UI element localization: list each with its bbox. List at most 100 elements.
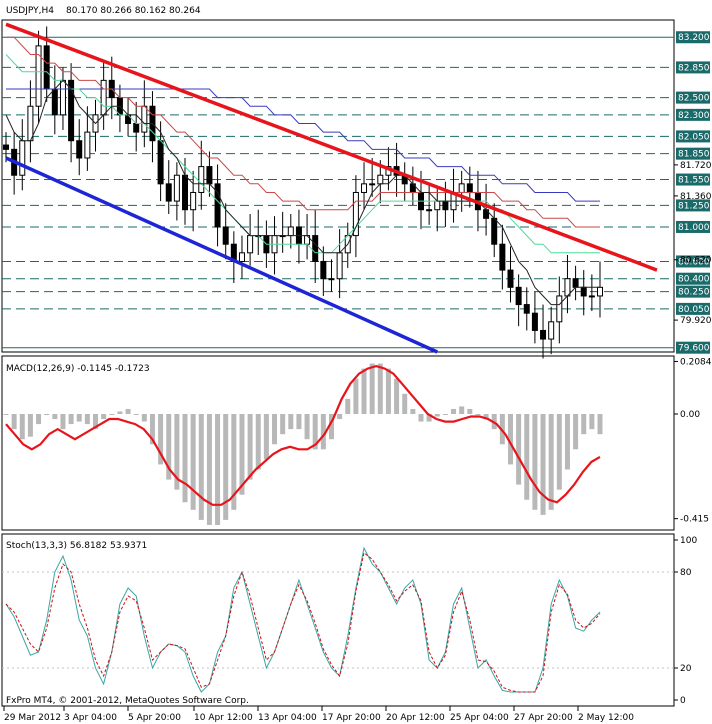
stoch-panel[interactable] [5, 546, 601, 693]
candle-body[interactable] [238, 252, 245, 262]
candle-body[interactable] [222, 226, 229, 245]
candle-body[interactable] [247, 235, 254, 254]
macd-histogram-bar [76, 414, 82, 422]
candle-body[interactable] [499, 243, 506, 271]
candle-body[interactable] [556, 295, 563, 323]
candle-body[interactable] [206, 166, 213, 185]
macd-histogram-bar [215, 414, 221, 525]
candle-body[interactable] [3, 144, 9, 150]
macd-histogram-bar [459, 406, 465, 414]
candle-body[interactable] [491, 217, 498, 245]
candle-body[interactable] [100, 79, 107, 116]
candle-body[interactable] [320, 260, 327, 280]
candle-body[interactable] [173, 174, 180, 202]
price-level-box [676, 91, 710, 104]
candle-body[interactable] [59, 79, 66, 116]
price-level-label: 81.550 [678, 176, 710, 186]
price-level-label: 83.200 [678, 33, 710, 43]
price-panel[interactable] [3, 22, 658, 359]
macd-tick-label: 0.2084 [680, 357, 712, 367]
candle-body[interactable] [19, 140, 26, 176]
macd-histogram-bar [402, 393, 408, 414]
candle-body[interactable] [133, 122, 140, 133]
candle-body[interactable] [548, 321, 555, 340]
price-tick-label: 81.360 [680, 192, 712, 202]
macd-histogram-bar [288, 414, 294, 430]
macd-histogram-bar [158, 414, 164, 465]
price-level-label: 81.250 [678, 201, 710, 211]
candle-body[interactable] [377, 174, 384, 185]
candle-body[interactable] [531, 312, 538, 331]
candle-body[interactable] [564, 278, 571, 297]
macd-histogram-bar [304, 414, 310, 440]
candle-body[interactable] [369, 183, 376, 186]
candle-body[interactable] [287, 226, 294, 237]
macd-panel[interactable] [3, 363, 603, 525]
candle-body[interactable] [523, 304, 530, 314]
macd-histogram-bar [109, 414, 115, 415]
candle-body[interactable] [597, 286, 603, 297]
candle-body[interactable] [580, 286, 587, 297]
macd-histogram-bar [190, 414, 196, 510]
price-tick-label: 80.620 [680, 256, 712, 266]
stoch-signal-line [5, 551, 601, 693]
x-tick-label: 3 Apr 04:00 [64, 713, 117, 723]
candle-body[interactable] [51, 88, 58, 116]
macd-histogram-bar [133, 414, 139, 415]
candle-body[interactable] [141, 105, 148, 133]
candle-body[interactable] [312, 235, 319, 262]
candle-body[interactable] [214, 183, 221, 228]
candle-body[interactable] [352, 191, 359, 237]
ma-mid-line [6, 36, 600, 228]
price-frame [1, 19, 675, 353]
candle-body[interactable] [68, 79, 75, 142]
stoch-tick-label: 0 [680, 696, 686, 706]
macd-histogram-bar [540, 414, 546, 515]
candle-body[interactable] [35, 45, 42, 107]
candle-body[interactable] [165, 183, 172, 202]
macd-histogram-bar [27, 414, 33, 437]
stoch-frame [1, 533, 675, 707]
candle-body[interactable] [426, 209, 433, 212]
macd-histogram-bar [475, 414, 481, 415]
candle-body[interactable] [434, 200, 441, 211]
candle-body[interactable] [27, 105, 34, 142]
candle-body[interactable] [515, 286, 522, 306]
candle-body[interactable] [588, 295, 595, 298]
macd-signal-line [5, 364, 601, 506]
candle-body[interactable] [336, 252, 343, 280]
macd-histogram-bar [231, 414, 237, 510]
candle-body[interactable] [182, 174, 189, 211]
candle-body[interactable] [540, 329, 547, 340]
candle-body[interactable] [76, 140, 83, 159]
macd-histogram-bar [11, 414, 17, 430]
candle-body[interactable] [458, 183, 465, 193]
resistance-trendline[interactable] [5, 22, 658, 272]
stoch-tick-label: 100 [680, 536, 697, 546]
candle-body[interactable] [198, 166, 205, 193]
macd-histogram-bar [337, 414, 343, 420]
macd-histogram-bar [320, 414, 326, 450]
candle-body[interactable] [328, 278, 335, 281]
candle-body[interactable] [361, 183, 368, 193]
candle-body[interactable] [442, 200, 449, 211]
x-tick-label: 10 Apr 12:00 [194, 713, 253, 723]
macd-histogram-bar [247, 414, 253, 480]
support-trendline[interactable] [5, 156, 438, 354]
price-level-box [676, 199, 710, 212]
candle-body[interactable] [190, 191, 197, 211]
macd-histogram-bar [19, 414, 25, 440]
candle-body[interactable] [466, 183, 473, 193]
price-tick-label: 79.920 [680, 316, 712, 326]
macd-histogram-bar [434, 414, 440, 417]
candle-body[interactable] [572, 278, 579, 288]
candle-body[interactable] [507, 269, 514, 288]
candle-body[interactable] [43, 45, 50, 90]
candle-body[interactable] [157, 140, 164, 185]
price-level-label: 80.250 [678, 288, 710, 298]
candle-body[interactable] [84, 131, 91, 159]
x-tick-label: 2 May 12:00 [578, 713, 634, 723]
axis-layer: 83.200 82.850 82.500 82.300 82.050 81.850 81.5… [3, 31, 712, 723]
macd-histogram-bar [296, 414, 302, 430]
price-level-box [676, 255, 710, 268]
